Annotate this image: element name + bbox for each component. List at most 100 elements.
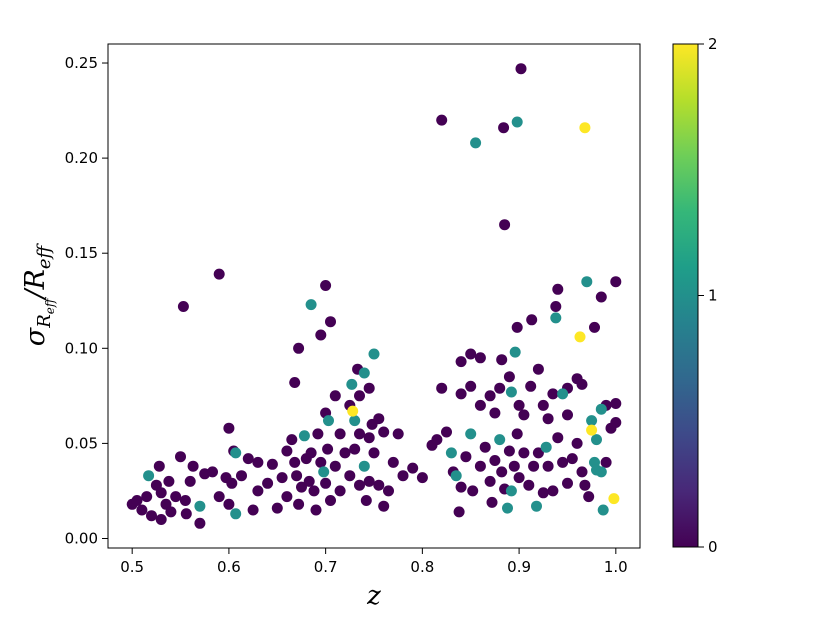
data-point-41 [511, 321, 523, 333]
data-point-105 [223, 498, 235, 510]
data-point-184 [540, 441, 552, 453]
data-point-43 [574, 331, 586, 343]
data-point-169 [494, 434, 506, 446]
data-point-146 [373, 479, 385, 491]
data-point-139 [344, 470, 356, 482]
data-point-142 [358, 460, 370, 472]
data-point-86 [155, 514, 167, 525]
data-point-115 [271, 502, 283, 514]
data-point-58 [576, 378, 588, 390]
y-tick-label-4: 0.20 [65, 149, 98, 167]
data-point-69 [518, 409, 530, 421]
data-point-14 [289, 377, 301, 388]
data-point-89 [165, 506, 177, 518]
data-point-2 [498, 122, 510, 134]
data-point-4 [470, 137, 482, 149]
data-point-107 [230, 508, 242, 520]
data-point-13 [293, 342, 305, 354]
data-point-34 [552, 283, 564, 295]
data-point-36 [610, 276, 622, 288]
data-point-145 [368, 447, 380, 459]
data-point-15 [368, 348, 380, 360]
data-point-112 [252, 485, 264, 497]
data-point-72 [562, 409, 573, 421]
data-point-81 [143, 470, 155, 482]
data-point-63 [455, 388, 467, 400]
data-point-148 [383, 485, 394, 497]
data-point-179 [523, 479, 535, 491]
data-point-53 [505, 386, 517, 398]
data-point-52 [494, 382, 506, 394]
data-point-33 [392, 428, 404, 440]
data-point-166 [484, 475, 496, 487]
data-point-92 [179, 495, 191, 506]
data-point-118 [281, 491, 293, 503]
data-point-88 [163, 475, 175, 487]
data-point-30 [354, 428, 365, 440]
data-point-17 [358, 367, 370, 379]
data-point-195 [586, 424, 598, 436]
y-axis-label-sub-eff: eff [43, 296, 57, 314]
data-point-151 [407, 462, 419, 474]
data-point-50 [532, 363, 544, 375]
data-point-187 [552, 432, 564, 444]
data-point-99 [207, 466, 218, 478]
data-point-126 [303, 475, 315, 487]
data-point-18 [346, 378, 358, 390]
y-tick-label-1: 0.05 [65, 434, 98, 452]
data-point-136 [329, 460, 341, 472]
data-point-123 [296, 481, 307, 493]
data-point-122 [293, 498, 305, 510]
data-point-64 [465, 380, 477, 392]
data-point-177 [513, 472, 525, 484]
data-point-70 [537, 399, 549, 411]
data-point-116 [276, 472, 288, 484]
data-point-61 [595, 403, 607, 415]
data-point-39 [550, 312, 562, 324]
data-point-31 [363, 432, 375, 444]
colorbar-tick-label-2: 2 [708, 35, 718, 53]
data-point-163 [467, 485, 479, 497]
data-point-46 [474, 352, 486, 364]
data-point-9 [305, 299, 317, 311]
data-point-201 [608, 493, 620, 505]
data-point-128 [308, 485, 320, 497]
data-point-121 [291, 470, 303, 482]
data-point-109 [242, 453, 254, 465]
data-point-62 [436, 382, 448, 394]
data-point-178 [518, 447, 530, 459]
data-point-20 [329, 390, 341, 402]
data-point-111 [252, 456, 264, 468]
colorbar-tick-label-0: 0 [708, 538, 718, 556]
data-point-143 [360, 495, 372, 506]
data-point-137 [334, 485, 346, 497]
data-point-114 [266, 458, 278, 470]
data-point-7 [213, 268, 225, 280]
data-point-189 [562, 477, 573, 489]
data-point-32 [378, 426, 390, 438]
y-tick-label-0: 0.00 [65, 529, 98, 547]
y-axis-label-sub-r: R [34, 314, 55, 329]
data-point-192 [576, 466, 588, 478]
data-point-79 [136, 504, 148, 516]
colorbar [672, 43, 699, 548]
data-point-156 [445, 447, 457, 459]
y-tick-label-2: 0.10 [65, 339, 98, 357]
data-point-26 [349, 415, 361, 427]
data-point-147 [378, 500, 390, 512]
data-point-29 [334, 428, 346, 440]
data-point-140 [349, 443, 361, 455]
data-point-144 [363, 475, 375, 487]
data-point-165 [479, 441, 491, 453]
data-point-150 [397, 470, 409, 482]
data-point-74 [591, 434, 602, 446]
data-point-176 [511, 428, 523, 440]
data-point-71 [542, 413, 554, 425]
data-point-44 [465, 348, 477, 360]
data-point-132 [318, 466, 330, 478]
data-point-149 [387, 456, 399, 468]
data-point-106 [230, 447, 242, 459]
data-point-47 [496, 354, 508, 366]
data-point-138 [339, 447, 351, 459]
data-point-185 [542, 460, 554, 472]
